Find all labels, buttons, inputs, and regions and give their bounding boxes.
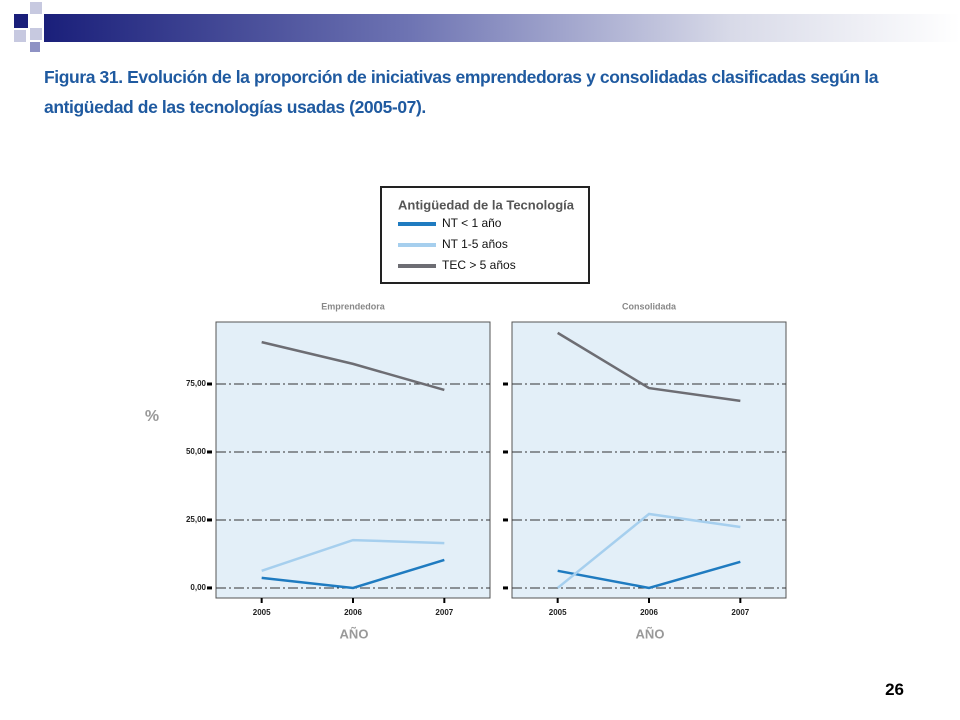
series-line: [557, 331, 741, 403]
decor-square: [30, 2, 42, 14]
y-tick-label: 75,00: [186, 379, 207, 388]
series-line: [261, 340, 445, 392]
panel-title: Emprendedora: [321, 301, 386, 311]
legend-label: NT 1-5 años: [442, 237, 508, 251]
decor-square: [14, 14, 28, 28]
decor-square: [30, 28, 42, 40]
plot-area: [511, 321, 787, 599]
page-number: 26: [885, 680, 904, 699]
y-tick-label: 25,00: [186, 515, 207, 524]
legend-title: Antigüedad de la Tecnología: [398, 197, 575, 212]
series-line: [556, 512, 741, 589]
y-tick-label: 0,00: [190, 583, 206, 592]
x-tick-label: 2005: [549, 608, 567, 617]
y-axis-label: %: [145, 408, 159, 425]
series-line: [261, 558, 445, 590]
decor-square: [14, 30, 26, 42]
panel-title: Consolidada: [622, 301, 677, 311]
y-tick-label: 50,00: [186, 447, 207, 456]
x-tick-label: 2007: [731, 608, 749, 617]
slide-title: Figura 31. Evolución de la proporción de…: [44, 67, 879, 117]
x-tick-label: 2005: [253, 608, 271, 617]
header-bar: [44, 14, 960, 42]
series-line: [557, 560, 741, 590]
legend-label: TEC > 5 años: [442, 258, 516, 272]
legend-label: NT < 1 año: [442, 216, 502, 230]
series-line: [261, 538, 445, 572]
decor-square: [30, 42, 40, 52]
x-tick-label: 2006: [640, 608, 658, 617]
x-axis-label: AÑO: [340, 626, 369, 641]
plot-area: [215, 321, 491, 599]
x-axis-label: AÑO: [636, 626, 665, 641]
x-tick-label: 2007: [435, 608, 453, 617]
x-tick-label: 2006: [344, 608, 362, 617]
